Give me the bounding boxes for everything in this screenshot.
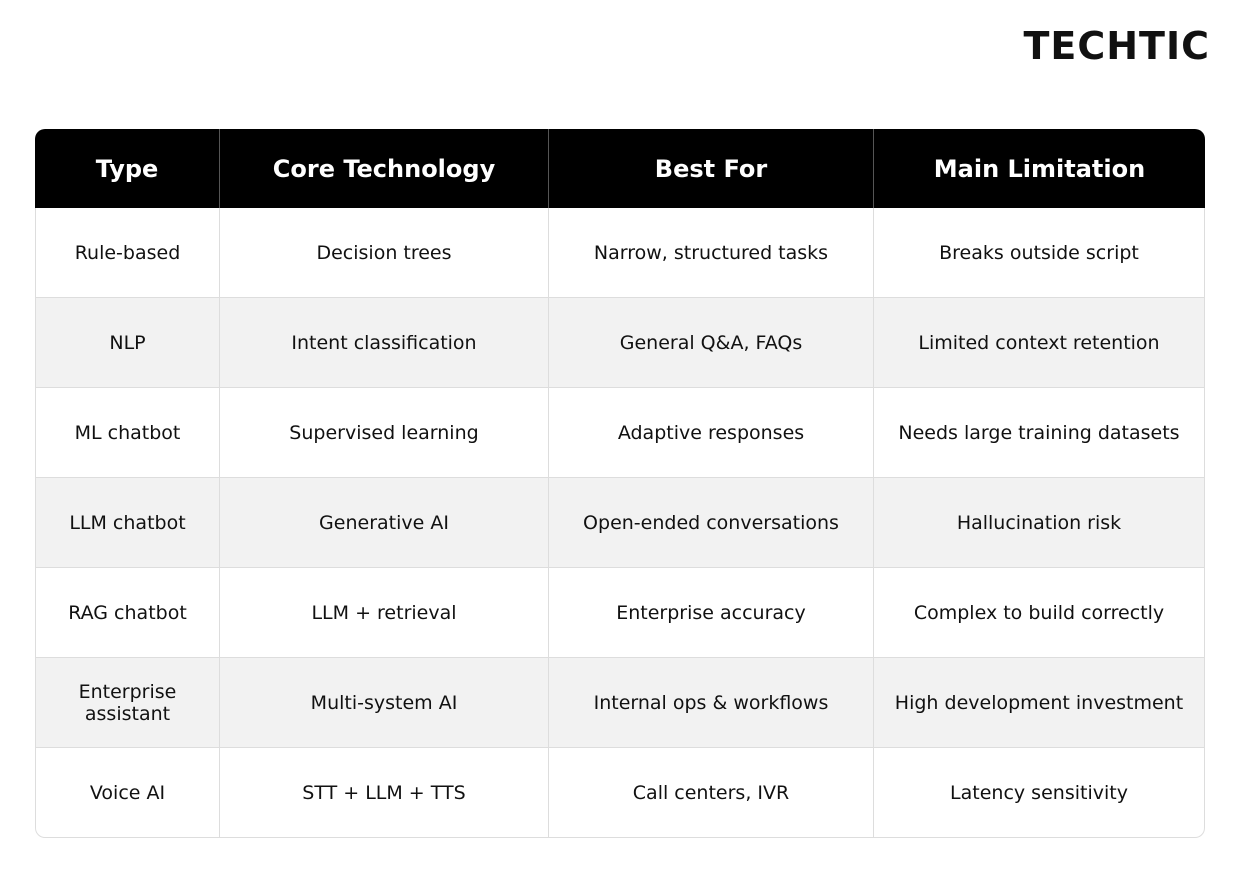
- table-cell: Needs large training datasets: [874, 388, 1205, 478]
- table-row: Rule-based Decision trees Narrow, structur…: [35, 208, 1205, 298]
- table-row: Voice AI STT + LLM + TTS Call centers, IVR…: [35, 748, 1205, 838]
- table-cell: Intent classification: [220, 298, 549, 388]
- column-header: Best For: [549, 129, 874, 208]
- table-cell: Enterprise assistant: [35, 658, 220, 748]
- table-cell: Enterprise accuracy: [549, 568, 874, 658]
- column-header: Core Technology: [220, 129, 549, 208]
- table-cell: NLP: [35, 298, 220, 388]
- table-cell: High development investment: [874, 658, 1205, 748]
- table-cell: Call centers, IVR: [549, 748, 874, 838]
- table-cell: RAG chatbot: [35, 568, 220, 658]
- logo: TECHTIC: [1023, 24, 1210, 68]
- table-cell: Narrow, structured tasks: [549, 208, 874, 298]
- column-header: Type: [35, 129, 220, 208]
- table-cell: Multi-system AI: [220, 658, 549, 748]
- table-cell: LLM + retrieval: [220, 568, 549, 658]
- table-cell: Rule-based: [35, 208, 220, 298]
- table-row: NLP Intent classification General Q&A, FAQ…: [35, 298, 1205, 388]
- table-cell: Limited context retention: [874, 298, 1205, 388]
- table-cell: Hallucination risk: [874, 478, 1205, 568]
- column-header: Main Limitation: [874, 129, 1205, 208]
- table-cell: Breaks outside script: [874, 208, 1205, 298]
- table-cell: Decision trees: [220, 208, 549, 298]
- table-row: RAG chatbot LLM + retrieval Enterprise acc…: [35, 568, 1205, 658]
- table-cell: Supervised learning: [220, 388, 549, 478]
- table-cell: Generative AI: [220, 478, 549, 568]
- table-row: Enterprise assistant Multi-system AI Inter…: [35, 658, 1205, 748]
- table: Type Core Technology Best For Main Limitati…: [35, 129, 1205, 838]
- table-cell: ML chatbot: [35, 388, 220, 478]
- table-body: Rule-based Decision trees Narrow, structur…: [35, 208, 1205, 838]
- table-row: ML chatbot Supervised learning Adaptive re…: [35, 388, 1205, 478]
- table-row: LLM chatbot Generative AI Open-ended conve…: [35, 478, 1205, 568]
- table-cell: Open-ended conversations: [549, 478, 874, 568]
- table-cell: Internal ops & workflows: [549, 658, 874, 748]
- table-cell: Adaptive responses: [549, 388, 874, 478]
- table-cell: Complex to build correctly: [874, 568, 1205, 658]
- table-cell: LLM chatbot: [35, 478, 220, 568]
- header-row: Type Core Technology Best For Main Limitati…: [35, 129, 1205, 208]
- table-cell: STT + LLM + TTS: [220, 748, 549, 838]
- table-cell: Voice AI: [35, 748, 220, 838]
- table-cell: General Q&A, FAQs: [549, 298, 874, 388]
- table-cell: Latency sensitivity: [874, 748, 1205, 838]
